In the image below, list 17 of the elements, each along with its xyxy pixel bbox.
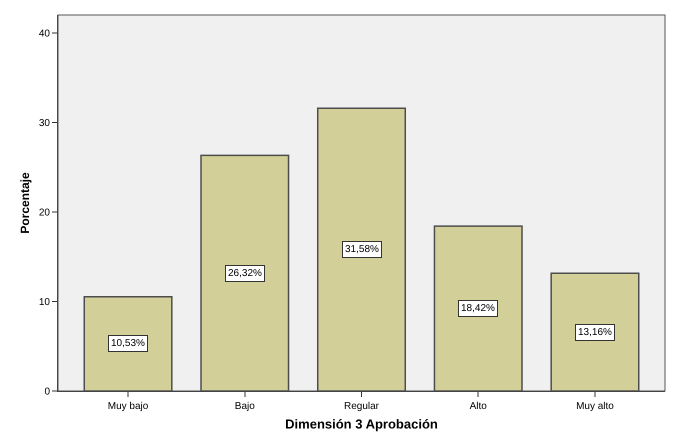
x-tick-label: Muy alto	[576, 401, 614, 412]
y-axis-title: Porcentaje	[18, 172, 32, 234]
y-tick-label: 40	[38, 28, 50, 40]
x-axis-title: Dimensión 3 Aprobación	[285, 416, 438, 432]
y-tick-label: 30	[38, 118, 50, 129]
data-label: 26,32%	[228, 268, 262, 279]
data-label: 31,58%	[345, 244, 380, 255]
x-tick-label: Alto	[470, 401, 488, 412]
x-tick-label: Regular	[344, 401, 380, 412]
y-tick-label: 10	[38, 296, 50, 308]
data-label: 13,16%	[578, 327, 612, 338]
x-tick-label: Bajo	[234, 401, 256, 412]
data-label: 18,42%	[461, 303, 496, 314]
data-label: 10,53%	[111, 338, 146, 349]
y-tick-label: 20	[38, 207, 50, 218]
y-tick-label: 0	[44, 386, 50, 398]
x-tick-label: Muy bajo	[108, 401, 149, 412]
